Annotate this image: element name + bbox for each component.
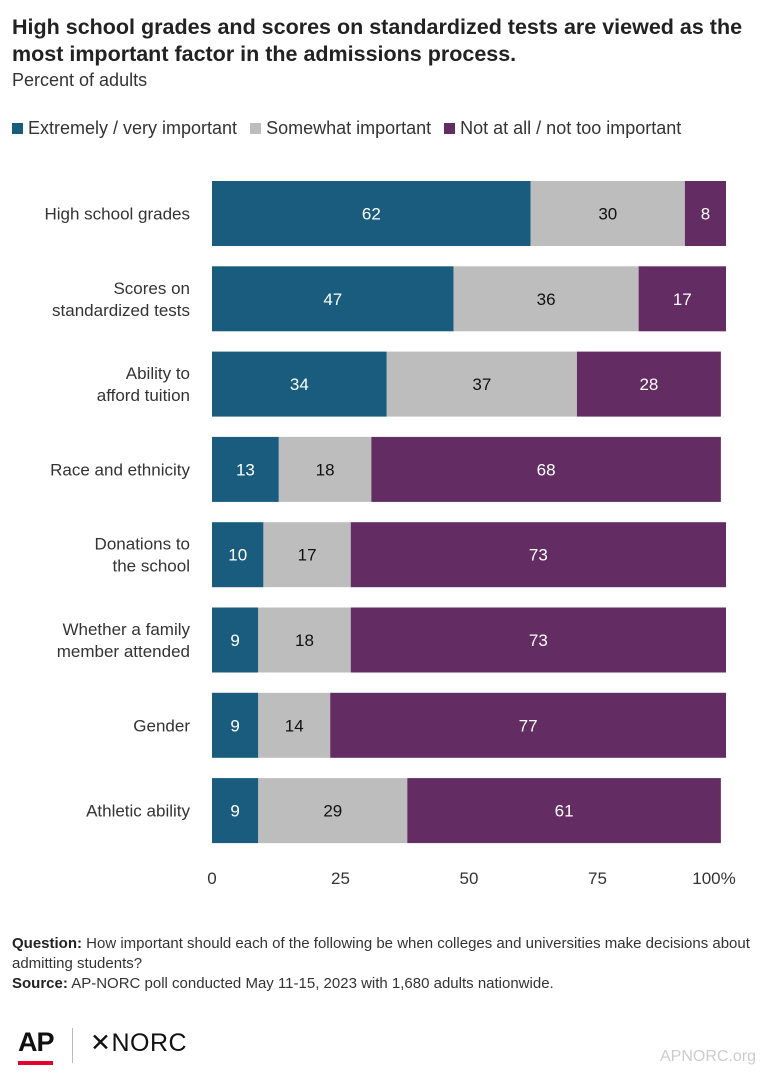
category-label-5: Whether a family member attended bbox=[57, 620, 191, 661]
bar-somewhat-3 bbox=[278, 436, 372, 502]
question-text: How important should each of the followi… bbox=[12, 935, 750, 972]
bar-extremely-1 bbox=[212, 266, 454, 332]
bar-label-somewhat-3: 18 bbox=[316, 460, 335, 479]
bar-label-somewhat-0: 30 bbox=[598, 205, 617, 224]
bar-extremely-4 bbox=[212, 522, 264, 588]
bar-somewhat-6 bbox=[258, 692, 331, 758]
bar-label-notatall-5: 73 bbox=[529, 631, 548, 650]
bar-extremely-7 bbox=[212, 778, 259, 844]
chart-subtitle: Percent of adults bbox=[12, 70, 148, 90]
bar-notatall-1 bbox=[638, 266, 726, 332]
bar-extremely-6 bbox=[212, 692, 259, 758]
bar-somewhat-5 bbox=[258, 607, 351, 673]
bar-notatall-0 bbox=[684, 181, 726, 246]
bar-somewhat-1 bbox=[453, 266, 639, 332]
bar-label-somewhat-6: 14 bbox=[285, 716, 304, 735]
category-label-2: Ability to afford tuition bbox=[97, 364, 190, 405]
bar-label-extremely-4: 10 bbox=[228, 546, 247, 565]
bar-label-notatall-1: 17 bbox=[673, 290, 692, 309]
bar-somewhat-7 bbox=[258, 778, 408, 844]
legend-swatch-somewhat bbox=[250, 122, 262, 134]
bar-somewhat-4 bbox=[263, 522, 351, 588]
bar-label-somewhat-7: 29 bbox=[323, 802, 342, 821]
legend: Extremely / very important Somewhat impo… bbox=[12, 117, 681, 139]
x-tick-label-0: 0 bbox=[207, 869, 216, 888]
question-note: Question: How important should each of t… bbox=[12, 934, 762, 974]
category-label-6: Gender bbox=[133, 716, 190, 735]
ap-logo: AP bbox=[18, 1027, 55, 1057]
legend-swatch-extremely bbox=[12, 122, 23, 134]
bar-label-extremely-7: 9 bbox=[230, 802, 239, 821]
source-label: Source: bbox=[12, 975, 68, 992]
bar-notatall-7 bbox=[407, 778, 721, 844]
source-text: AP-NORC poll conducted May 11-15, 2023 w… bbox=[71, 975, 554, 992]
bar-label-somewhat-4: 17 bbox=[298, 546, 317, 565]
bar-extremely-2 bbox=[212, 351, 387, 417]
bar-label-somewhat-2: 37 bbox=[472, 375, 491, 394]
x-tick-label-3: 75 bbox=[588, 869, 607, 888]
chart-title: High school grades and scores on standar… bbox=[12, 15, 743, 66]
bar-label-notatall-4: 73 bbox=[529, 546, 548, 565]
bar-label-somewhat-5: 18 bbox=[295, 631, 314, 650]
category-label-1: Scores on standardized tests bbox=[52, 279, 190, 320]
x-tick-label-1: 25 bbox=[331, 869, 350, 888]
bar-label-extremely-3: 13 bbox=[236, 460, 255, 479]
bar-extremely-5 bbox=[212, 607, 259, 673]
question-label: Question: bbox=[12, 935, 82, 952]
bar-notatall-3 bbox=[371, 436, 721, 502]
legend-label-somewhat: Somewhat important bbox=[266, 117, 432, 138]
bar-label-somewhat-1: 36 bbox=[537, 290, 556, 309]
bar-label-notatall-3: 68 bbox=[537, 460, 556, 479]
site-url: APNORC.org bbox=[659, 1048, 756, 1065]
bar-label-extremely-1: 47 bbox=[323, 290, 342, 309]
bar-somewhat-2 bbox=[386, 351, 577, 417]
footnote: Question: How important should each of t… bbox=[12, 934, 762, 994]
norc-logo: ✕NORC bbox=[90, 1029, 188, 1057]
legend-label-notatall: Not at all / not too important bbox=[460, 117, 682, 138]
category-label-7: Athletic ability bbox=[86, 802, 190, 821]
bar-somewhat-0 bbox=[530, 181, 685, 246]
legend-label-extremely: Extremely / very important bbox=[28, 117, 238, 138]
category-label-4: Donations to the school bbox=[95, 535, 190, 576]
bar-notatall-4 bbox=[350, 522, 726, 588]
x-tick-label-2: 50 bbox=[460, 869, 479, 888]
category-label-0: High school grades bbox=[44, 205, 190, 224]
bar-notatall-6 bbox=[330, 692, 726, 758]
category-label-3: Race and ethnicity bbox=[50, 460, 190, 479]
bar-label-notatall-2: 28 bbox=[639, 375, 658, 394]
bar-label-extremely-5: 9 bbox=[230, 631, 239, 650]
bar-notatall-5 bbox=[350, 607, 726, 673]
bar-label-notatall-0: 8 bbox=[701, 205, 710, 224]
bar-label-extremely-2: 34 bbox=[290, 375, 309, 394]
bar-extremely-3 bbox=[212, 436, 279, 502]
stacked-bar-chart: 62 30 8 High school grades 47 36 17 Scores on st… bbox=[44, 181, 736, 888]
bar-label-notatall-7: 61 bbox=[555, 802, 574, 821]
bar-extremely-0 bbox=[212, 181, 531, 246]
legend-item-somewhat: Somewhat important bbox=[250, 118, 431, 139]
bar-label-extremely-0: 62 bbox=[362, 205, 381, 224]
source-note: Source: AP-NORC poll conducted May 11-15… bbox=[12, 974, 762, 994]
legend-item-extremely: Extremely / very important bbox=[12, 118, 237, 139]
ap-logo-underline bbox=[18, 1061, 53, 1065]
x-tick-label-4: 100% bbox=[692, 869, 735, 888]
bar-label-extremely-6: 9 bbox=[230, 716, 239, 735]
logo-divider bbox=[72, 1028, 73, 1063]
legend-swatch-notatall bbox=[444, 122, 456, 134]
bar-label-notatall-6: 77 bbox=[519, 716, 538, 735]
bar-notatall-2 bbox=[576, 351, 721, 417]
legend-item-notatall: Not at all / not too important bbox=[444, 118, 681, 139]
